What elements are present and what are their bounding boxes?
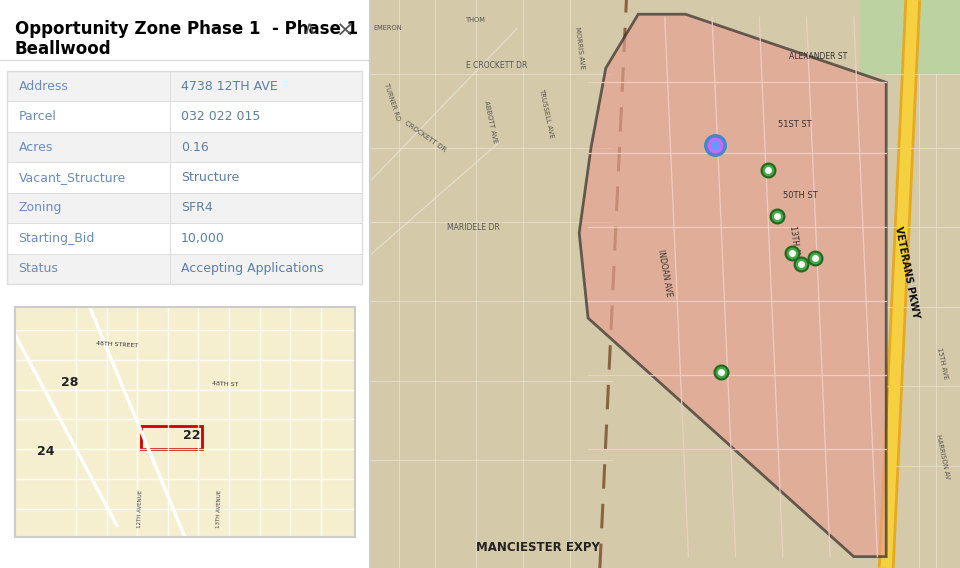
Text: Structure: Structure — [181, 171, 239, 184]
Bar — [140, 427, 202, 449]
Bar — [8, 102, 362, 132]
Text: 032 022 015: 032 022 015 — [181, 110, 260, 123]
Text: E CROCKETT DR: E CROCKETT DR — [466, 61, 527, 70]
Bar — [8, 253, 362, 284]
Text: Parcel: Parcel — [18, 110, 57, 123]
Bar — [8, 193, 362, 223]
Text: THOM: THOM — [466, 17, 486, 23]
Text: MARIDELE DR: MARIDELE DR — [446, 223, 499, 232]
Text: 22: 22 — [182, 429, 201, 442]
Text: MANCIESTER EXPY: MANCIESTER EXPY — [476, 541, 600, 554]
Text: Opportunity Zone Phase 1  - Phase 1: Opportunity Zone Phase 1 - Phase 1 — [14, 20, 358, 38]
Bar — [8, 132, 362, 162]
Text: MORRIS AVE: MORRIS AVE — [574, 27, 585, 70]
Text: TRUSSELL AVE: TRUSSELL AVE — [539, 88, 555, 139]
Text: Vacant_Structure: Vacant_Structure — [18, 171, 126, 184]
Text: 10,000: 10,000 — [181, 232, 225, 245]
Text: 48TH STREET: 48TH STREET — [96, 341, 138, 348]
Text: ∧: ∧ — [303, 20, 316, 38]
Text: Zoning: Zoning — [18, 202, 61, 215]
Text: Starting_Bid: Starting_Bid — [18, 232, 95, 245]
Text: SFR4: SFR4 — [181, 202, 213, 215]
Text: ABBOTT AVE: ABBOTT AVE — [483, 100, 498, 144]
Bar — [8, 223, 362, 253]
Bar — [8, 162, 362, 193]
Text: ×: × — [336, 21, 355, 41]
Text: ALEXANDER ST: ALEXANDER ST — [789, 52, 848, 61]
Text: 0.16: 0.16 — [181, 140, 209, 153]
Polygon shape — [859, 0, 960, 74]
Text: 51ST ST: 51ST ST — [778, 120, 811, 130]
Text: 48TH ST: 48TH ST — [212, 381, 239, 387]
Text: 13TH AVENUE: 13TH AVENUE — [216, 489, 222, 528]
Text: 15TH AVE: 15TH AVE — [936, 347, 948, 380]
Text: 13TH AVE: 13TH AVE — [788, 225, 802, 263]
Bar — [8, 71, 362, 284]
Text: Address: Address — [18, 80, 68, 93]
Text: 4738 12TH AVE: 4738 12TH AVE — [181, 80, 277, 93]
Text: Beallwood: Beallwood — [14, 40, 111, 58]
Text: 24: 24 — [36, 445, 54, 458]
Text: VETERANS PKWY: VETERANS PKWY — [893, 226, 921, 319]
Bar — [8, 71, 362, 102]
Text: 28: 28 — [60, 376, 78, 389]
Text: 12TH AVENUE: 12TH AVENUE — [137, 489, 144, 528]
Text: 50TH ST: 50TH ST — [783, 191, 818, 201]
Text: Status: Status — [18, 262, 59, 275]
Text: Acres: Acres — [18, 140, 53, 153]
Text: TURNER RD: TURNER RD — [383, 83, 401, 122]
Text: Accepting Applications: Accepting Applications — [181, 262, 324, 275]
Text: INDOAN AVE: INDOAN AVE — [657, 248, 673, 297]
Text: CROCKETT DR: CROCKETT DR — [404, 120, 447, 153]
Text: HARRISON AV: HARRISON AV — [935, 435, 950, 480]
Polygon shape — [579, 14, 886, 557]
Text: EMERON: EMERON — [373, 26, 401, 31]
